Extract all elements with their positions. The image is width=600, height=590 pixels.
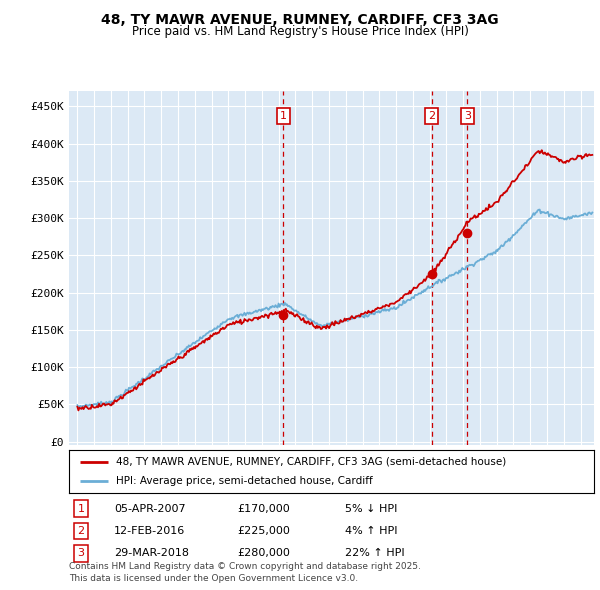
Text: 5% ↓ HPI: 5% ↓ HPI (345, 504, 397, 513)
Text: 1: 1 (280, 111, 287, 121)
Text: 3: 3 (77, 549, 85, 558)
Text: 48, TY MAWR AVENUE, RUMNEY, CARDIFF, CF3 3AG (semi-detached house): 48, TY MAWR AVENUE, RUMNEY, CARDIFF, CF3… (116, 457, 506, 467)
Text: 05-APR-2007: 05-APR-2007 (114, 504, 185, 513)
Text: 48, TY MAWR AVENUE, RUMNEY, CARDIFF, CF3 3AG: 48, TY MAWR AVENUE, RUMNEY, CARDIFF, CF3… (101, 13, 499, 27)
Text: 3: 3 (464, 111, 470, 121)
Text: 12-FEB-2016: 12-FEB-2016 (114, 526, 185, 536)
Text: £225,000: £225,000 (237, 526, 290, 536)
Text: 22% ↑ HPI: 22% ↑ HPI (345, 549, 404, 558)
Text: 2: 2 (428, 111, 435, 121)
Text: HPI: Average price, semi-detached house, Cardiff: HPI: Average price, semi-detached house,… (116, 476, 373, 486)
Text: 1: 1 (77, 504, 85, 513)
Text: £280,000: £280,000 (237, 549, 290, 558)
Text: Price paid vs. HM Land Registry's House Price Index (HPI): Price paid vs. HM Land Registry's House … (131, 25, 469, 38)
Text: 2: 2 (77, 526, 85, 536)
Text: Contains HM Land Registry data © Crown copyright and database right 2025.
This d: Contains HM Land Registry data © Crown c… (69, 562, 421, 583)
Text: 4% ↑ HPI: 4% ↑ HPI (345, 526, 398, 536)
Text: £170,000: £170,000 (237, 504, 290, 513)
Text: 29-MAR-2018: 29-MAR-2018 (114, 549, 189, 558)
